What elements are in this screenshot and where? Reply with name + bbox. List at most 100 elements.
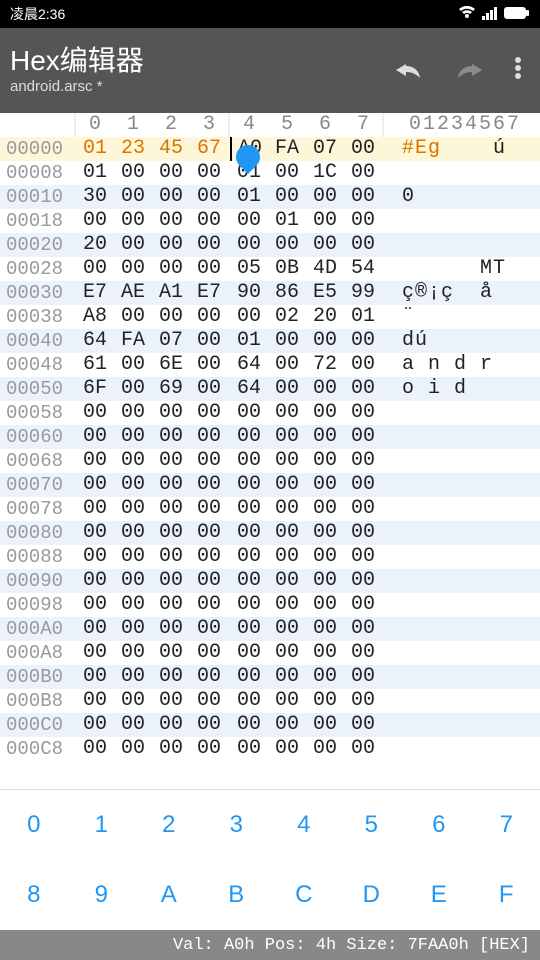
byte-cell[interactable]: 00	[268, 425, 306, 449]
byte-cell[interactable]: 00	[114, 185, 152, 209]
byte-cell[interactable]: 00	[76, 617, 114, 641]
byte-cell[interactable]: 00	[268, 545, 306, 569]
byte-cell[interactable]: 00	[306, 521, 344, 545]
byte-cell[interactable]: 00	[76, 665, 114, 689]
key-F[interactable]: F	[473, 860, 540, 930]
byte-cell[interactable]: 00	[306, 185, 344, 209]
key-7[interactable]: 7	[473, 790, 540, 860]
key-C[interactable]: C	[270, 860, 338, 930]
byte-cell[interactable]: 00	[344, 329, 382, 353]
hex-editor-area[interactable]: 01234567 01234567 0000001234567A0FA0700#…	[0, 113, 540, 761]
hex-row[interactable]: 000980000000000000000	[0, 593, 540, 617]
byte-cell[interactable]: 00	[306, 641, 344, 665]
byte-cell[interactable]: 00	[152, 737, 190, 761]
byte-cell[interactable]: 00	[152, 305, 190, 329]
byte-cell[interactable]: 00	[306, 425, 344, 449]
byte-cell[interactable]: 00	[306, 593, 344, 617]
byte-cell[interactable]: 00	[114, 425, 152, 449]
byte-cell[interactable]: 00	[306, 713, 344, 737]
byte-cell[interactable]: 00	[344, 233, 382, 257]
byte-cell[interactable]: 00	[190, 185, 228, 209]
byte-cell[interactable]: 00	[190, 161, 228, 185]
byte-cell[interactable]: 07	[306, 137, 344, 161]
byte-cell[interactable]: 00	[114, 449, 152, 473]
byte-cell[interactable]: 00	[268, 233, 306, 257]
byte-cell[interactable]: 07	[152, 329, 190, 353]
byte-cell[interactable]: 00	[268, 641, 306, 665]
byte-cell[interactable]: 00	[152, 641, 190, 665]
byte-cell[interactable]: 00	[268, 185, 306, 209]
hex-row[interactable]: 000B80000000000000000	[0, 689, 540, 713]
byte-cell[interactable]: 00	[190, 257, 228, 281]
byte-cell[interactable]: 00	[344, 737, 382, 761]
byte-cell[interactable]: 00	[76, 257, 114, 281]
byte-cell[interactable]: 00	[114, 617, 152, 641]
byte-cell[interactable]: 67	[190, 137, 228, 161]
byte-cell[interactable]: 00	[152, 161, 190, 185]
key-5[interactable]: 5	[338, 790, 406, 860]
byte-cell[interactable]: 00	[152, 713, 190, 737]
hex-row[interactable]: 0002800000000050B4D54 MT	[0, 257, 540, 281]
byte-cell[interactable]: 00	[152, 497, 190, 521]
hex-row[interactable]: 00038A800000000022001¨	[0, 305, 540, 329]
byte-cell[interactable]: 20	[76, 233, 114, 257]
byte-cell[interactable]: 00	[190, 401, 228, 425]
byte-cell[interactable]: 64	[230, 353, 268, 377]
byte-cell[interactable]: 00	[152, 665, 190, 689]
hex-row[interactable]: 00030E7AEA1E79086E599ç®¡ç å	[0, 281, 540, 305]
byte-cell[interactable]: 61	[76, 353, 114, 377]
byte-cell[interactable]: A1	[152, 281, 190, 305]
ascii-cell[interactable]: ¨	[390, 305, 540, 329]
byte-cell[interactable]: 00	[76, 497, 114, 521]
byte-cell[interactable]: 00	[152, 185, 190, 209]
hex-row[interactable]: 000180000000000010000	[0, 209, 540, 233]
byte-cell[interactable]: 00	[344, 137, 382, 161]
byte-cell[interactable]: 00	[190, 353, 228, 377]
byte-cell[interactable]: 45	[152, 137, 190, 161]
ascii-cell[interactable]: a n d r	[390, 353, 540, 377]
byte-cell[interactable]: 00	[344, 617, 382, 641]
byte-cell[interactable]: 01	[230, 185, 268, 209]
byte-cell[interactable]: 00	[306, 665, 344, 689]
key-6[interactable]: 6	[405, 790, 473, 860]
byte-cell[interactable]: 00	[306, 737, 344, 761]
hex-row[interactable]: 000C00000000000000000	[0, 713, 540, 737]
byte-cell[interactable]: 00	[230, 689, 268, 713]
byte-cell[interactable]: 00	[268, 329, 306, 353]
ascii-cell[interactable]: ç®¡ç å	[390, 281, 540, 305]
byte-cell[interactable]: 00	[152, 209, 190, 233]
byte-cell[interactable]: 23	[114, 137, 152, 161]
byte-cell[interactable]: 00	[344, 185, 382, 209]
byte-cell[interactable]: 05	[230, 257, 268, 281]
byte-cell[interactable]: 00	[306, 545, 344, 569]
byte-cell[interactable]: 00	[114, 497, 152, 521]
byte-cell[interactable]: 00	[114, 689, 152, 713]
byte-cell[interactable]: 00	[306, 569, 344, 593]
byte-cell[interactable]: 00	[152, 233, 190, 257]
byte-cell[interactable]: 00	[114, 569, 152, 593]
overflow-menu-button[interactable]	[514, 55, 522, 87]
hex-row[interactable]: 000580000000000000000	[0, 401, 540, 425]
byte-cell[interactable]: 00	[268, 353, 306, 377]
byte-cell[interactable]: 00	[268, 689, 306, 713]
byte-cell[interactable]: 00	[152, 257, 190, 281]
byte-cell[interactable]: 00	[114, 233, 152, 257]
byte-cell[interactable]: 00	[76, 569, 114, 593]
byte-cell[interactable]: 00	[268, 713, 306, 737]
byte-cell[interactable]: 00	[344, 161, 382, 185]
byte-cell[interactable]: 00	[268, 593, 306, 617]
byte-cell[interactable]: 01	[76, 137, 114, 161]
hex-row[interactable]: 000080100000001001C00	[0, 161, 540, 185]
byte-cell[interactable]: 00	[190, 521, 228, 545]
byte-cell[interactable]: 00	[76, 593, 114, 617]
byte-cell[interactable]: 00	[306, 377, 344, 401]
byte-cell[interactable]: 00	[230, 233, 268, 257]
byte-cell[interactable]: 00	[190, 713, 228, 737]
byte-cell[interactable]: 00	[306, 209, 344, 233]
byte-cell[interactable]: 00	[344, 545, 382, 569]
byte-cell[interactable]: 20	[306, 305, 344, 329]
hex-row[interactable]: 000700000000000000000	[0, 473, 540, 497]
byte-cell[interactable]: 00	[190, 473, 228, 497]
byte-cell[interactable]: 00	[344, 401, 382, 425]
byte-cell[interactable]: 00	[190, 641, 228, 665]
